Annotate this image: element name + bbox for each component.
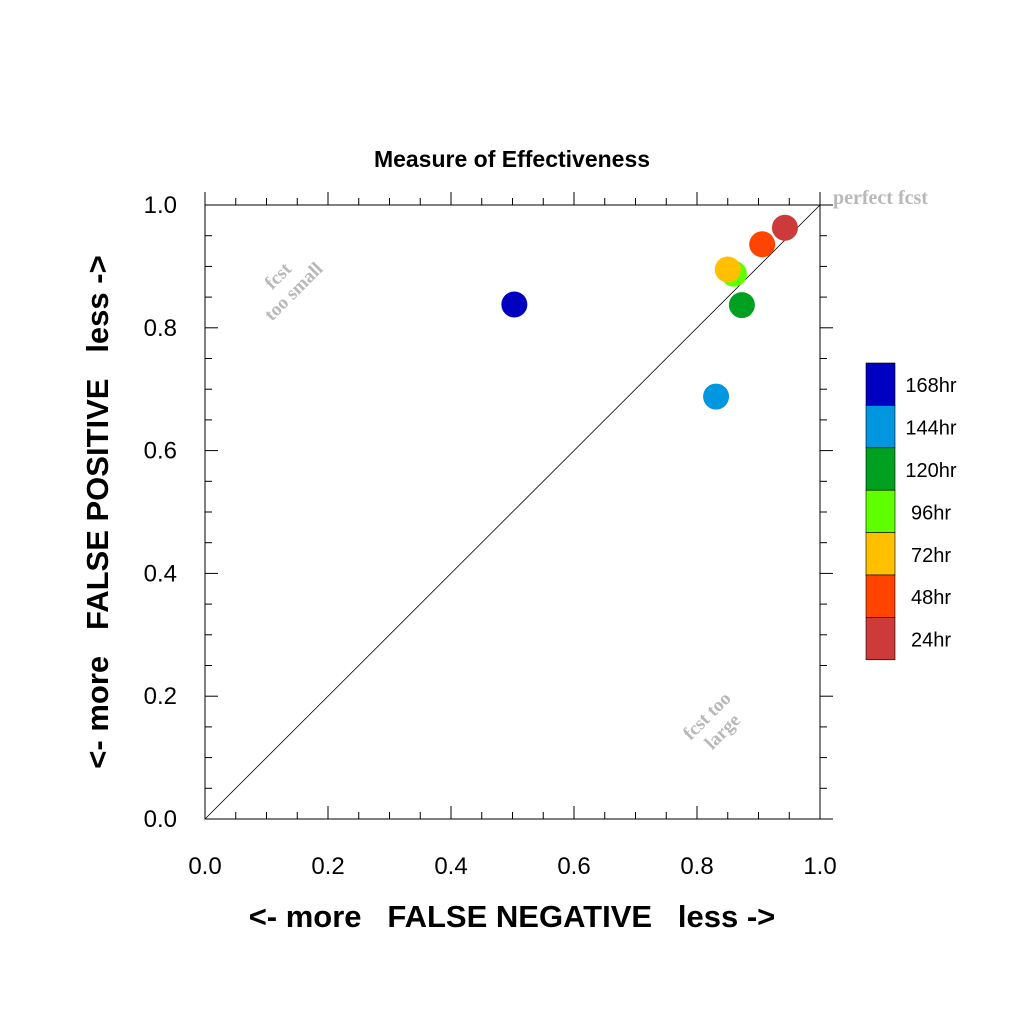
legend-label-24hr: 24hr <box>911 630 951 652</box>
diagonal-line <box>204 204 821 820</box>
legend-label-96hr: 96hr <box>911 502 951 524</box>
legend-swatch-168hr <box>865 362 896 406</box>
y-tick-label: 0.8 <box>144 315 177 342</box>
point-48hr <box>749 231 776 258</box>
point-24hr <box>771 214 798 241</box>
legend-label-144hr: 144hr <box>905 418 956 440</box>
legend-swatch-24hr <box>865 617 896 661</box>
point-120hr <box>728 292 755 319</box>
legend-swatch-144hr <box>865 405 896 449</box>
x-axis-label: <- more FALSE NEGATIVE less -> <box>249 899 776 934</box>
point-72hr <box>714 256 741 283</box>
x-tick-label: 1.0 <box>803 853 836 880</box>
y-axis-label: <- more FALSE POSITIVE less -> <box>80 255 115 768</box>
legend-label-72hr: 72hr <box>911 545 951 567</box>
region-annotations: perfect fcst fcst too small fcst too lar… <box>261 187 929 754</box>
legend-label-168hr: 168hr <box>905 375 956 397</box>
legend-swatch-48hr <box>865 574 896 618</box>
chart-title: Measure of Effectiveness <box>374 146 650 172</box>
y-tick-label: 0.4 <box>144 560 177 587</box>
legend: 168hr 144hr 120hr 96hr 72hr 48hr 24hr <box>865 362 957 661</box>
plot-area: 0.0 0.2 0.4 0.6 0.8 1.0 0.0 0.2 0.4 0.6 0.8 1.0 <box>144 192 837 880</box>
y-tick-label: 0.0 <box>144 806 177 833</box>
y-tick-label: 0.2 <box>144 683 177 710</box>
legend-swatch-120hr <box>865 447 896 491</box>
y-tick-label: 0.6 <box>144 438 177 465</box>
legend-swatch-72hr <box>865 532 896 576</box>
legend-swatch-96hr <box>865 489 896 533</box>
perfect-fcst-label: perfect fcst <box>833 187 928 209</box>
point-144hr <box>703 383 730 410</box>
x-tick-label: 0.6 <box>557 853 590 880</box>
x-tick-label: 0.4 <box>434 853 467 880</box>
x-tick-label: 0.2 <box>311 853 344 880</box>
legend-label-48hr: 48hr <box>911 587 951 609</box>
point-168hr <box>501 291 528 318</box>
data-points <box>501 214 798 410</box>
legend-label-120hr: 120hr <box>905 460 956 482</box>
x-tick-label: 0.8 <box>680 853 713 880</box>
y-tick-label: 1.0 <box>144 192 177 219</box>
x-tick-label: 0.0 <box>188 853 221 880</box>
